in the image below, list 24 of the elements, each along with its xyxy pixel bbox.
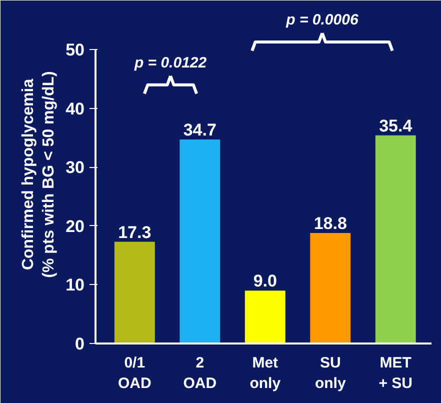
data-label: 18.8: [314, 214, 347, 233]
y-tick-label: 50: [66, 40, 85, 60]
text: p = 0.0006: [285, 12, 359, 29]
y-tick-label: 20: [66, 216, 85, 236]
bar: [375, 135, 416, 344]
x-tick-label: 2 OAD: [183, 354, 217, 392]
data-label: 9.0: [253, 272, 277, 291]
bar: [310, 232, 351, 344]
bar: [244, 290, 286, 344]
bar: [114, 242, 155, 344]
x-tick-label: MET + SU: [378, 354, 412, 392]
bar: [180, 140, 220, 344]
x-tick-label: SU only: [314, 354, 346, 392]
data-label: 35.4: [379, 116, 413, 136]
data-label: 34.7: [183, 120, 216, 140]
y-tick-label: 30: [66, 158, 85, 178]
x-tick-label: Met only: [250, 354, 282, 392]
y-tick-label: 0: [75, 334, 85, 354]
annotation: p = 0.0122: [133, 54, 208, 72]
y-tick-label: 10: [66, 276, 85, 295]
y-axis-title: Confirmed hypoglycemia (% pts with BG < 50 mg/dL): [20, 71, 58, 278]
y-tick-label: 40: [66, 99, 85, 118]
data-label: 17.3: [118, 222, 152, 242]
x-tick-label: 0/1 OAD: [118, 354, 152, 392]
